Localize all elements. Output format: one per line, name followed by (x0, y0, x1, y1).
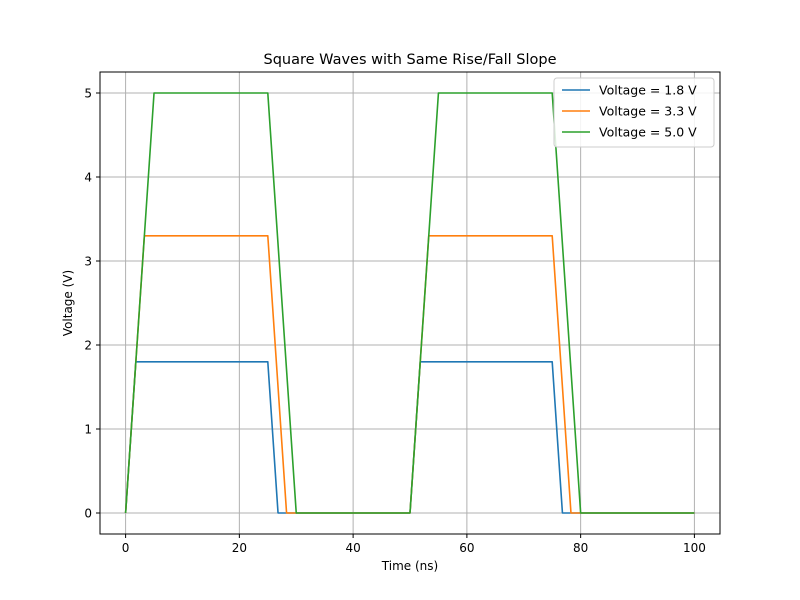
legend: Voltage = 1.8 V Voltage = 3.3 V Voltage = … (553, 77, 715, 148)
x-tick-label: 20 (232, 541, 247, 555)
x-tick-label: 40 (345, 541, 360, 555)
chart-title: Square Waves with Same Rise/Fall Slope (264, 52, 557, 68)
y-tick-label: 2 (84, 339, 92, 353)
x-tick-label: 100 (683, 541, 706, 555)
legend-box (553, 77, 715, 148)
y-tick-label: 0 (84, 507, 92, 521)
y-tick-label: 1 (84, 423, 92, 437)
grid (100, 72, 720, 534)
legend-label: Voltage = 1.8 V (599, 83, 697, 98)
x-axis-label: Time (ns) (381, 559, 438, 573)
axes-frame (99, 71, 721, 535)
series-line (124, 92, 695, 514)
x-tick-label: 0 (122, 541, 130, 555)
x-tick-label: 80 (573, 541, 588, 555)
y-tick-label: 4 (84, 171, 92, 185)
legend-label: Voltage = 5.0 V (599, 125, 697, 140)
plot-lines (124, 92, 695, 514)
axis-ticks: 0 20 40 60 80 100 0 1 2 3 4 5 (84, 87, 705, 556)
legend-label: Voltage = 3.3 V (599, 104, 697, 119)
y-tick-label: 3 (84, 255, 92, 269)
y-axis-label: Voltage (V) (61, 270, 75, 336)
y-tick-label: 5 (84, 87, 92, 101)
x-tick-label: 60 (459, 541, 474, 555)
